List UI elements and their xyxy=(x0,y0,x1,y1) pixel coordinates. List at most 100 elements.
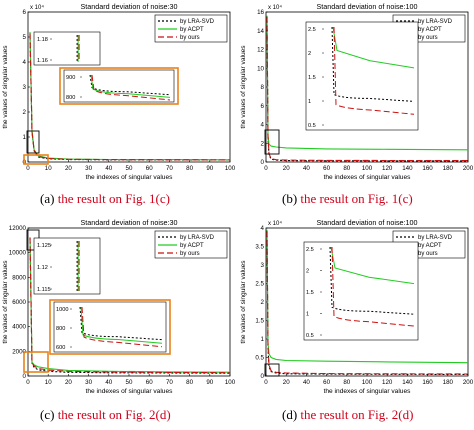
x-tick-label: 40 xyxy=(303,165,310,172)
y-tick-label: 0 xyxy=(23,373,27,380)
inset-y-tick-label: 1.5 xyxy=(308,75,316,81)
y-tick-label: 5 xyxy=(23,34,27,41)
x-tick-label: 20 xyxy=(283,379,290,386)
inset-y-tick-label: 2.5 xyxy=(306,247,314,253)
y-tick-label: 12 xyxy=(257,47,264,54)
y-tick-label: 4000 xyxy=(12,324,26,331)
x-tick-label: 80 xyxy=(186,165,193,172)
inset-y-tick-label: 1.115 xyxy=(37,287,51,293)
inset-series-line-2 xyxy=(80,306,163,344)
y-tick-label: 6 xyxy=(261,103,265,110)
inset-y-tick-label: 0.5 xyxy=(306,333,314,339)
legend-label-3: by ours xyxy=(180,251,200,257)
x-tick-label: 20 xyxy=(65,379,72,386)
x-tick-label: 160 xyxy=(422,165,433,172)
x-tick-label: 10 xyxy=(45,165,52,172)
inset-plot-area xyxy=(63,69,175,103)
chart-panel-1: Standard deviation of noise:30 x 10⁴ 0 10 20… xyxy=(2,2,236,206)
axis-exponent: x 10⁴ xyxy=(268,220,282,227)
y-tick-label: 10 xyxy=(257,65,264,72)
x-tick-label: 0 xyxy=(26,379,30,386)
subfigure-caption: (b) the result on Fig. 1(c) xyxy=(282,191,413,206)
y-axis-label: the values of singular values xyxy=(2,260,9,344)
x-tick-label: 100 xyxy=(362,379,373,386)
y-tick-label: 16 xyxy=(257,9,264,16)
inset-border xyxy=(49,299,171,355)
x-tick-label: 30 xyxy=(85,165,92,172)
inset-plot-area xyxy=(305,21,419,131)
inset-y-tick-label: 600 xyxy=(56,345,65,351)
x-tick-label: 40 xyxy=(303,379,310,386)
y-axis-label: the values of singular values xyxy=(240,45,247,129)
inset-y-tick-label: 1.16 xyxy=(37,58,48,64)
inset-y-tick-label: 0.5 xyxy=(308,123,316,129)
y-tick-label: 4 xyxy=(261,225,265,232)
inset-series-line-3 xyxy=(81,306,163,348)
y-tick-label: 1 xyxy=(261,336,265,343)
caption-label: (c) xyxy=(40,407,58,422)
zoom-region-box xyxy=(23,154,49,165)
inset-border xyxy=(59,67,179,105)
legend-label-2: by ACPT xyxy=(418,27,442,33)
x-tick-label: 0 xyxy=(26,165,30,172)
zoom-region-box xyxy=(264,129,280,155)
series-line-3 xyxy=(29,33,231,161)
legend-label-3: by ours xyxy=(418,35,438,41)
inset-series-line-2 xyxy=(330,246,415,285)
inset-plot-area xyxy=(33,31,101,66)
y-tick-label: 6000 xyxy=(12,299,26,306)
inset-series-line-2 xyxy=(90,74,171,98)
inset-series-line-1 xyxy=(329,246,415,315)
caption-label: (b) xyxy=(282,191,300,206)
x-tick-label: 80 xyxy=(186,379,193,386)
inset-zoom-1: 1.18 1.16 xyxy=(33,31,101,66)
zoom-region-box xyxy=(264,363,280,377)
x-tick-label: 50 xyxy=(126,379,133,386)
x-tick-label: 70 xyxy=(166,165,173,172)
caption-text: the result on Fig. 1(c) xyxy=(58,191,170,206)
inset-plot-area xyxy=(53,301,167,353)
y-tick-label: 3 xyxy=(261,262,265,269)
inset-plot-area xyxy=(33,237,101,295)
x-tick-label: 60 xyxy=(146,165,153,172)
inset-y-tick-label: 1.18 xyxy=(37,37,48,43)
zoom-region-box xyxy=(26,130,40,154)
x-tick-label: 200 xyxy=(463,379,474,386)
inset-zoom-1: 2.5 2 1.5 1 0.5 xyxy=(305,21,419,131)
x-tick-label: 20 xyxy=(65,165,72,172)
x-tick-label: 40 xyxy=(105,165,112,172)
chart-title: Standard deviation of noise:100 xyxy=(316,218,417,227)
x-tick-label: 120 xyxy=(382,165,393,172)
inset-zoom-2: 1000 800 600 xyxy=(49,299,171,355)
chart-panel-3: Standard deviation of noise:30 0 10 20 30 40 5… xyxy=(2,218,236,422)
y-tick-label: 3.5 xyxy=(255,244,264,251)
x-tick-label: 70 xyxy=(166,379,173,386)
x-tick-label: 60 xyxy=(146,379,153,386)
y-tick-label: 2 xyxy=(23,109,27,116)
y-axis-label: the values of singular values xyxy=(2,45,9,129)
inset-plot-area xyxy=(303,241,419,341)
inset-y-tick-label: 1.12 xyxy=(37,265,48,271)
x-axis-label: the indexes of singular values xyxy=(86,174,174,181)
legend-label-1: by LRA-SVD xyxy=(418,19,453,25)
x-axis-label: the indexes of singular values xyxy=(86,388,174,395)
inset-y-tick-label: 800 xyxy=(66,95,75,101)
y-tick-label: 0.5 xyxy=(255,355,264,362)
x-tick-label: 90 xyxy=(206,165,213,172)
x-axis-label: the indexes of singular values xyxy=(324,174,412,181)
caption-text: the result on Fig. 2(d) xyxy=(58,407,171,422)
x-tick-label: 60 xyxy=(323,379,330,386)
x-tick-label: 80 xyxy=(343,379,350,386)
y-tick-label: 8000 xyxy=(12,274,26,281)
y-tick-label: 6 xyxy=(23,9,27,16)
y-tick-label: 10000 xyxy=(9,250,27,257)
legend-label-3: by ours xyxy=(418,251,438,257)
y-tick-label: 2 xyxy=(261,140,265,147)
x-tick-label: 180 xyxy=(443,379,454,386)
y-tick-label: 2000 xyxy=(12,348,26,355)
x-axis-label: the indexes of singular values xyxy=(324,388,412,395)
legend-label-1: by LRA-SVD xyxy=(180,19,215,25)
inset-y-tick-label: 1000 xyxy=(56,307,68,313)
inset-y-tick-label: 1.125 xyxy=(37,243,51,249)
